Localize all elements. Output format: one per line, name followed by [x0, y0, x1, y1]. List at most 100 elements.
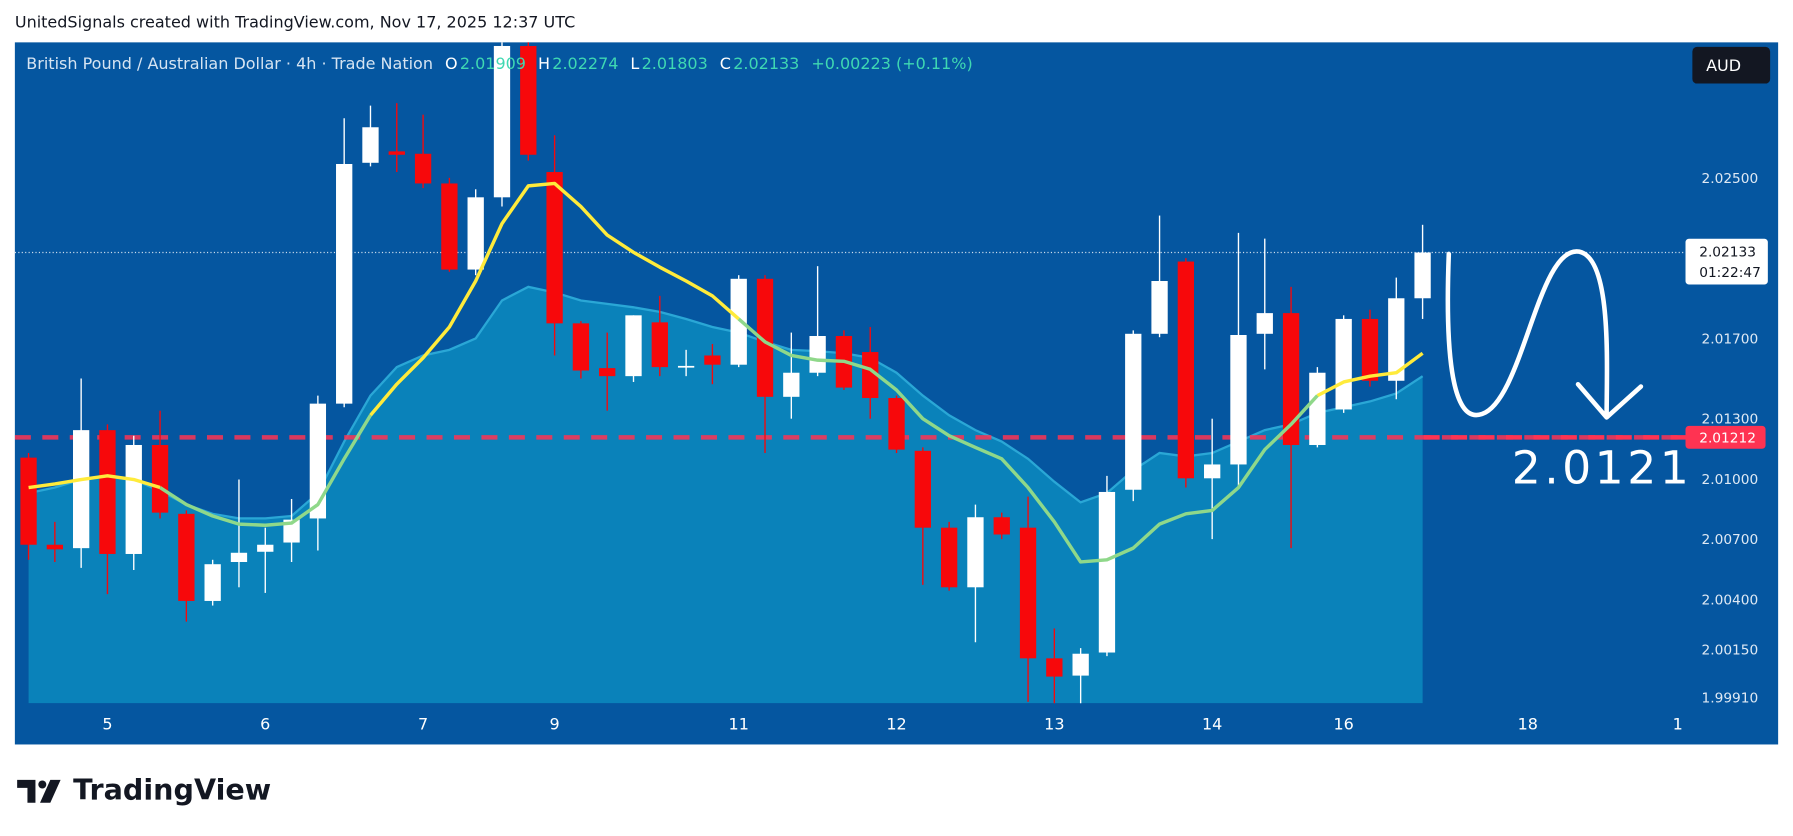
candle-body: [546, 172, 563, 324]
y-tick-label: 2.01000: [1702, 472, 1759, 488]
candle-body: [730, 278, 747, 365]
currency-label[interactable]: AUD: [1706, 56, 1741, 75]
plot-area: [14, 42, 1691, 704]
candle-body: [336, 163, 353, 404]
x-tick-label: 18: [1518, 715, 1538, 734]
candle-body: [1019, 527, 1037, 659]
ohlc-value: 2.01803: [642, 54, 708, 73]
level-price-box: [1685, 425, 1766, 449]
candle-body: [1072, 653, 1089, 676]
x-tick-label: 12: [886, 715, 906, 734]
x-tick-label: 9: [550, 715, 560, 734]
candle-body: [914, 450, 931, 528]
candle-body: [414, 153, 432, 184]
candle-body: [862, 352, 879, 399]
candle-body: [599, 368, 616, 377]
x-tick-label: 16: [1333, 715, 1353, 734]
candle-body: [1335, 318, 1352, 410]
ohlc-label: L: [630, 54, 639, 73]
candle-body: [940, 527, 958, 588]
moving-average-line: [28, 181, 1424, 490]
candle-body: [1361, 318, 1379, 381]
candle-body: [1125, 333, 1142, 490]
candle-body: [467, 197, 484, 270]
candle-body: [1414, 252, 1431, 299]
candle-body: [72, 430, 90, 549]
y-tick-label: 2.01700: [1702, 331, 1759, 347]
candle-body: [809, 336, 826, 373]
candle-body: [1204, 464, 1221, 479]
brand-name: TradingView: [73, 772, 271, 806]
x-tick-label: 13: [1044, 715, 1064, 734]
candle-body: [230, 552, 248, 563]
candle-body: [1177, 261, 1195, 479]
candle-body: [1282, 313, 1300, 445]
last-price-label: 2.02133: [1699, 245, 1756, 261]
brand-logo: TradingView: [17, 772, 271, 806]
candle-body: [441, 183, 458, 270]
ohlc-label: C: [720, 54, 731, 73]
candle-body: [1230, 334, 1247, 465]
candle-body: [204, 564, 221, 601]
candle-body: [99, 430, 116, 554]
candle-body: [46, 544, 63, 550]
candle-body: [309, 403, 327, 519]
change: +0.00223 (+0.11%): [811, 54, 972, 73]
y-tick-label: 2.02500: [1702, 171, 1759, 187]
x-tick-label: 7: [418, 715, 428, 734]
candle-body: [283, 519, 300, 543]
candle-body: [625, 315, 642, 377]
x-tick-label: 1: [1673, 715, 1683, 734]
level-price-label: 2.01212: [1699, 431, 1756, 447]
ohlc-label: O: [445, 54, 458, 73]
candle-body: [388, 151, 405, 155]
currency-button[interactable]: [1692, 46, 1771, 84]
y-tick-label: 2.01300: [1702, 412, 1759, 428]
ohlc-value: 2.02133: [733, 54, 799, 73]
candle-body: [1309, 372, 1326, 445]
candle-body: [888, 398, 905, 450]
candle-body: [178, 513, 195, 601]
y-tick-label: 2.00700: [1702, 532, 1759, 548]
overlay: 2.02500 2.01700 2.01300 2.01000 2.00700 2.004…: [102, 171, 1768, 734]
candle-body: [151, 444, 169, 513]
y-tick-label: 2.00400: [1702, 592, 1759, 608]
x-tick-label: 5: [102, 715, 112, 734]
candle-body: [125, 444, 142, 554]
candle-body: [493, 45, 511, 198]
candle-body: [1151, 281, 1168, 334]
candle-body: [967, 517, 984, 588]
hand-drawn-arrow: [1445, 249, 1644, 420]
ohlc-label: H: [538, 54, 550, 73]
countdown: 01:22:47: [1699, 265, 1761, 281]
candle-body: [783, 372, 800, 397]
x-tick-label: 11: [729, 715, 749, 734]
candle-body: [1388, 298, 1405, 381]
ohlc-value: 2.01909: [460, 54, 526, 73]
candle-body: [704, 355, 721, 365]
indicator-area: [28, 286, 1423, 704]
last-price-box: [1685, 238, 1768, 285]
x-tick-label: 14: [1202, 715, 1222, 734]
candle-body: [1046, 658, 1063, 677]
candle-body: [362, 127, 379, 163]
moving-average-line: [159, 317, 1319, 564]
candle-body: [1256, 313, 1273, 334]
candle-body: [1098, 491, 1116, 653]
candle-body: [993, 517, 1010, 535]
annotation: 2.0121: [1512, 442, 1693, 495]
y-tick-label: 2.00150: [1702, 643, 1759, 659]
candle-body: [257, 544, 274, 552]
y-tick-label: 1.99910: [1702, 691, 1759, 707]
candle-body: [651, 322, 668, 368]
candle-body: [20, 457, 37, 545]
ohlc-value: 2.02274: [552, 54, 618, 73]
candle-body: [572, 323, 590, 371]
chart-title: British Pound / Australian Dollar · 4h ·…: [26, 54, 433, 73]
chart-legend: British Pound / Australian Dollar · 4h ·…: [26, 54, 972, 73]
watermark: UnitedSignals created with TradingView.c…: [15, 12, 575, 31]
candle-body: [756, 278, 774, 397]
candle-body: [677, 365, 695, 368]
